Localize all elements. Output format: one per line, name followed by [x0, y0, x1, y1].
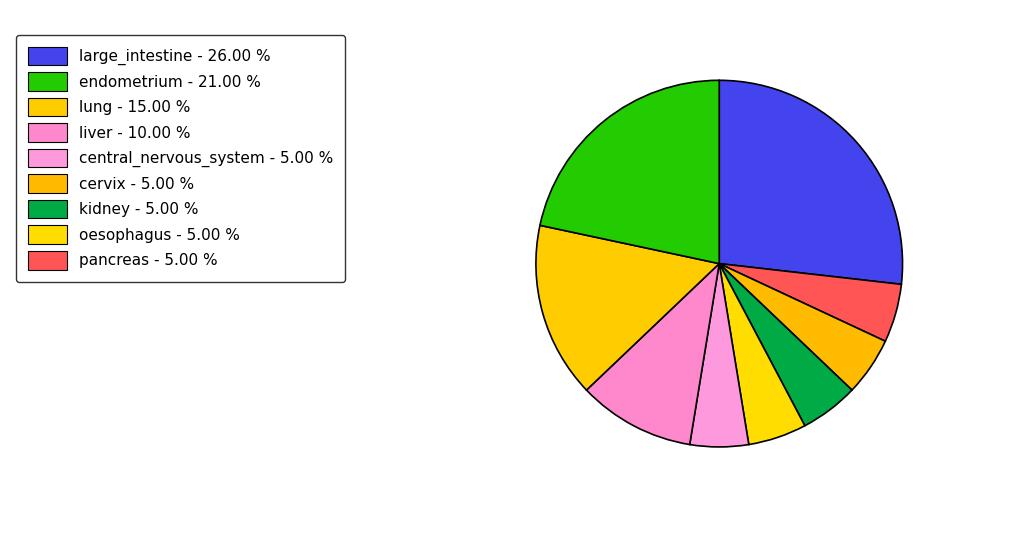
- Wedge shape: [719, 264, 885, 390]
- Legend: large_intestine - 26.00 %, endometrium - 21.00 %, lung - 15.00 %, liver - 10.00 : large_intestine - 26.00 %, endometrium -…: [16, 34, 345, 282]
- Wedge shape: [719, 264, 804, 444]
- Wedge shape: [690, 264, 749, 447]
- Wedge shape: [719, 264, 902, 341]
- Wedge shape: [719, 264, 852, 426]
- Wedge shape: [540, 80, 719, 264]
- Wedge shape: [587, 264, 719, 444]
- Wedge shape: [536, 225, 719, 390]
- Wedge shape: [719, 80, 903, 285]
